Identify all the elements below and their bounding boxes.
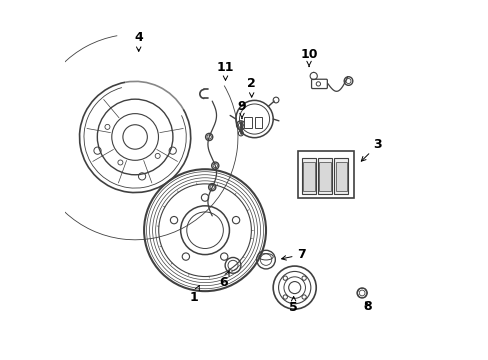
Bar: [298, 151, 353, 198]
Bar: [333, 158, 348, 194]
Text: 8: 8: [362, 300, 371, 313]
Text: 11: 11: [216, 60, 234, 80]
Text: 4: 4: [134, 31, 143, 51]
Text: 1: 1: [189, 285, 199, 304]
Text: 2: 2: [247, 77, 256, 97]
Text: 7: 7: [281, 248, 305, 261]
Bar: [244, 117, 251, 128]
Text: 3: 3: [361, 138, 382, 161]
Text: 5: 5: [289, 297, 297, 314]
FancyBboxPatch shape: [311, 79, 326, 89]
Bar: [335, 162, 346, 191]
Bar: [301, 158, 316, 194]
Bar: [317, 158, 332, 194]
Bar: [319, 162, 330, 191]
Text: 9: 9: [237, 100, 246, 118]
Text: 6: 6: [219, 270, 229, 289]
Bar: [303, 162, 314, 191]
Bar: [254, 117, 261, 128]
Text: 10: 10: [300, 48, 317, 67]
